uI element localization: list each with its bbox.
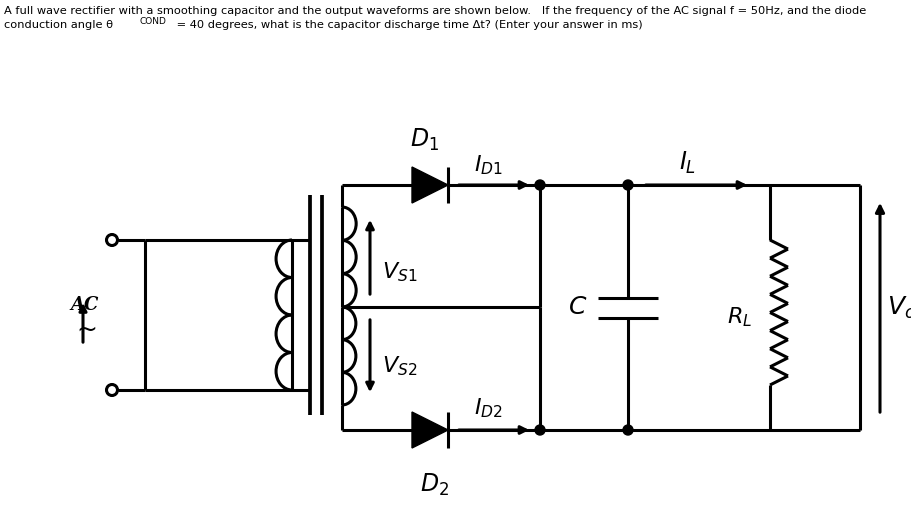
Text: A full wave rectifier with a smoothing capacitor and the output waveforms are sh: A full wave rectifier with a smoothing c… xyxy=(4,6,866,16)
Circle shape xyxy=(535,180,545,190)
Text: $C$: $C$ xyxy=(568,296,588,319)
Circle shape xyxy=(535,425,545,435)
Polygon shape xyxy=(412,167,448,203)
Text: $V_{S1}$: $V_{S1}$ xyxy=(383,260,418,284)
Text: AC: AC xyxy=(71,296,99,314)
Text: $V_{S2}$: $V_{S2}$ xyxy=(383,354,417,378)
Circle shape xyxy=(623,180,633,190)
Text: $V_o$: $V_o$ xyxy=(887,295,911,321)
Circle shape xyxy=(623,425,633,435)
Text: $R_L$: $R_L$ xyxy=(727,306,752,329)
Polygon shape xyxy=(412,412,448,448)
Text: conduction angle θ: conduction angle θ xyxy=(4,20,113,30)
Text: = 40 degrees, what is the capacitor discharge time Δt? (Enter your answer in ms): = 40 degrees, what is the capacitor disc… xyxy=(173,20,642,30)
Text: ~: ~ xyxy=(77,318,97,342)
Text: $D_2$: $D_2$ xyxy=(421,472,449,498)
Text: $I_L$: $I_L$ xyxy=(680,150,697,176)
Text: $I_{D2}$: $I_{D2}$ xyxy=(474,396,502,420)
Text: COND: COND xyxy=(140,17,167,26)
Text: $D_1$: $D_1$ xyxy=(411,127,439,153)
Text: $I_{D1}$: $I_{D1}$ xyxy=(474,153,503,177)
